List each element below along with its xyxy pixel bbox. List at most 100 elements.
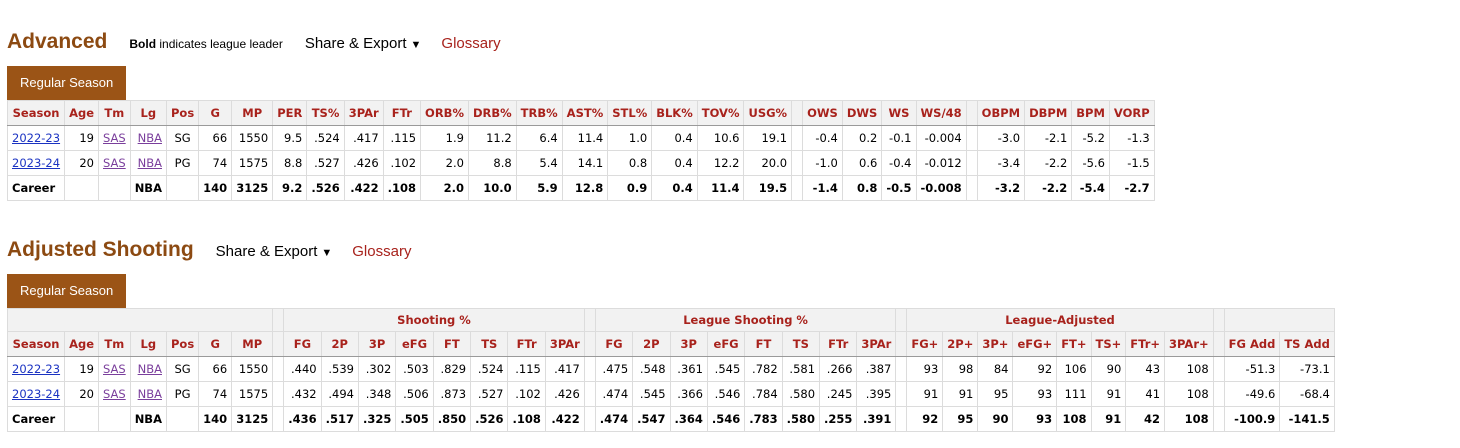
table-cell: -1.5 (1108, 150, 1155, 176)
col-header[interactable]: PER (272, 100, 308, 126)
advanced-glossary-link[interactable]: Glossary (441, 35, 501, 52)
col-header[interactable]: FT (744, 331, 783, 357)
col-header[interactable]: VORP (1108, 100, 1155, 126)
team-link[interactable]: SAS (98, 125, 131, 151)
table-cell: 140 (198, 406, 233, 432)
col-header[interactable]: Season (6, 100, 66, 126)
col-header[interactable]: FG (594, 331, 634, 357)
table-cell: 108 (1164, 356, 1214, 382)
team-link[interactable]: SAS (98, 150, 131, 176)
col-header[interactable]: DWS (841, 100, 883, 126)
table-cell: .102 (507, 381, 546, 407)
advanced-share-export-button[interactable]: Share & Export ▼ (305, 35, 422, 52)
col-header[interactable]: 3PAr (544, 331, 585, 357)
note-bold: Bold (129, 37, 157, 51)
team-link[interactable]: SAS (98, 381, 131, 407)
season-link[interactable]: 2022-23 (6, 356, 66, 382)
col-header[interactable]: FG Add (1223, 331, 1281, 357)
spacer (583, 381, 596, 407)
col-header[interactable]: TS% (306, 100, 345, 126)
table-cell: 0.8 (607, 150, 653, 176)
col-header[interactable]: OBPM (976, 100, 1026, 126)
col-header[interactable]: G (198, 331, 233, 357)
col-header[interactable]: Lg (129, 331, 167, 357)
league-link[interactable]: NBA (129, 381, 167, 407)
col-header[interactable]: Tm (98, 100, 131, 126)
adjusted-glossary-link[interactable]: Glossary (352, 243, 412, 260)
table-cell: .850 (432, 406, 472, 432)
col-header[interactable]: 3P (357, 331, 397, 357)
col-header[interactable]: FT+ (1056, 331, 1092, 357)
col-header[interactable]: STL% (607, 100, 653, 126)
col-header[interactable]: eFG (706, 331, 746, 357)
col-header[interactable]: eFG (395, 331, 434, 357)
col-header[interactable]: FTr (382, 100, 422, 126)
adjusted-regular-season-tab[interactable]: Regular Season (7, 274, 127, 308)
league-link[interactable]: NBA (129, 150, 167, 176)
table-cell: -51.3 (1223, 356, 1281, 382)
league-link[interactable]: NBA (129, 125, 167, 151)
table-cell: .115 (507, 356, 546, 382)
advanced-regular-season-tab[interactable]: Regular Season (7, 66, 127, 100)
col-header[interactable]: 3P+ (977, 331, 1014, 357)
col-header[interactable]: USG% (743, 100, 793, 126)
col-header[interactable]: 3P (669, 331, 708, 357)
table-cell: .546 (706, 381, 746, 407)
col-header[interactable]: MP (231, 100, 274, 126)
col-header[interactable]: FTr (507, 331, 546, 357)
table-cell: 0.2 (841, 125, 883, 151)
col-header[interactable]: ORB% (420, 100, 469, 126)
col-header[interactable]: AST% (561, 100, 609, 126)
col-header[interactable]: TS+ (1090, 331, 1127, 357)
col-header[interactable]: WS (881, 100, 917, 126)
col-header[interactable]: FTr+ (1125, 331, 1166, 357)
team-link[interactable]: SAS (98, 356, 131, 382)
col-header[interactable]: Season (6, 331, 66, 357)
col-header[interactable]: DBPM (1024, 100, 1073, 126)
col-header[interactable]: TRB% (515, 100, 563, 126)
col-header[interactable]: Lg (129, 100, 167, 126)
table-cell: 1575 (231, 381, 274, 407)
col-header[interactable]: Age (64, 100, 99, 126)
col-header[interactable]: WS/48 (915, 100, 967, 126)
table-cell: .548 (632, 356, 671, 382)
table-cell: 19.5 (743, 175, 793, 201)
table-cell: -2.2 (1024, 150, 1073, 176)
col-header[interactable]: TS Add (1279, 331, 1335, 357)
col-header[interactable]: 3PAr (856, 331, 897, 357)
col-header[interactable]: FG (283, 331, 322, 357)
col-header[interactable]: DRB% (467, 100, 517, 126)
col-header[interactable]: FTr (819, 331, 858, 357)
season-link[interactable]: 2022-23 (6, 125, 66, 151)
col-header[interactable]: 2P (632, 331, 671, 357)
col-header[interactable]: BPM (1071, 100, 1110, 126)
col-header[interactable]: TS (781, 331, 821, 357)
col-header[interactable]: MP (231, 331, 274, 357)
table-cell: .387 (856, 356, 897, 382)
col-header[interactable]: Age (64, 331, 99, 357)
col-header[interactable]: TS (470, 331, 509, 357)
table-cell: .546 (706, 406, 746, 432)
adjusted-share-export-button[interactable]: Share & Export ▼ (216, 243, 333, 260)
col-header[interactable]: 3PAr+ (1164, 331, 1214, 357)
season-link[interactable]: 2023-24 (6, 150, 66, 176)
col-header[interactable]: Pos (165, 100, 200, 126)
col-header[interactable]: BLK% (651, 100, 698, 126)
col-header[interactable]: FT (432, 331, 472, 357)
col-header[interactable]: Tm (98, 331, 131, 357)
col-header[interactable]: 2P+ (942, 331, 979, 357)
col-header[interactable]: FG+ (906, 331, 944, 357)
col-header[interactable]: 3PAr (343, 100, 384, 126)
col-header[interactable]: OWS (802, 100, 843, 126)
col-header[interactable]: TOV% (696, 100, 745, 126)
col-header[interactable]: eFG+ (1012, 331, 1058, 357)
season-link[interactable]: 2023-24 (6, 381, 66, 407)
advanced-header: Advanced Bold indicates league leader Sh… (7, 30, 1155, 54)
table-cell: .505 (395, 406, 434, 432)
spacer (965, 175, 978, 201)
col-header[interactable]: G (198, 100, 233, 126)
league-link[interactable]: NBA (129, 356, 167, 382)
col-header[interactable]: Pos (165, 331, 200, 357)
table-cell: 20.0 (743, 150, 793, 176)
col-header[interactable]: 2P (320, 331, 359, 357)
